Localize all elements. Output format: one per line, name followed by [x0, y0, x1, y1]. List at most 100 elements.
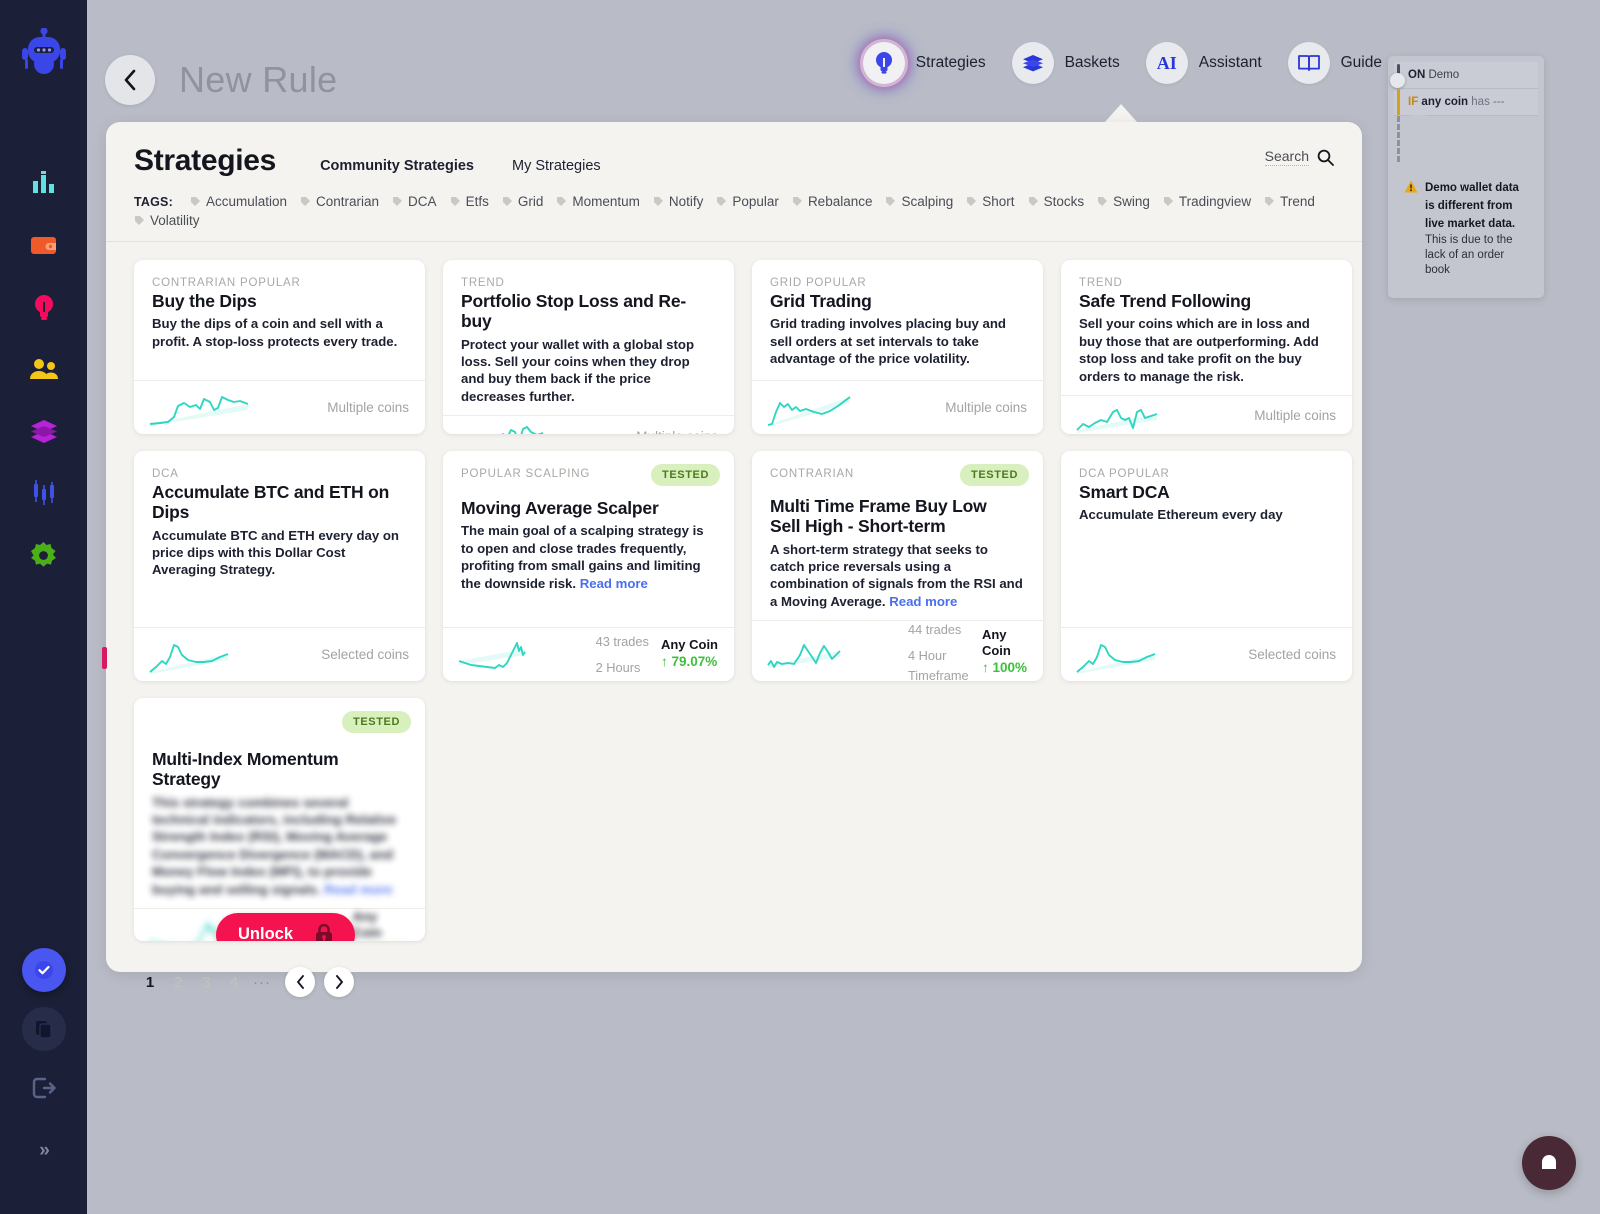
card-footer: Multiple coins — [1061, 394, 1352, 434]
lock-icon — [316, 924, 333, 941]
sidebar-item-settings[interactable] — [23, 534, 65, 576]
sidebar-item-chart-bars[interactable] — [23, 162, 65, 204]
search-button[interactable]: Search — [1264, 148, 1334, 166]
sidebar-bottom-nav: » — [0, 948, 87, 1214]
card-coin-name: Any Coin — [660, 636, 718, 652]
page-1[interactable]: 1 — [145, 973, 155, 991]
card-title: Buy the Dips — [152, 291, 257, 311]
card-coins-label: Multiple coins — [945, 400, 1027, 415]
card-stats: 44 trades 4 Hour Timeframe Any Coin ↑ 10… — [908, 620, 1027, 681]
topnav-item-guide[interactable]: Guide — [1287, 42, 1382, 84]
layers-icon — [30, 420, 57, 443]
left-sidebar: » — [0, 0, 87, 1214]
tag-accumulation[interactable]: Accumulation — [190, 194, 287, 209]
topnav-item-baskets[interactable]: Baskets — [1011, 42, 1120, 84]
sidebar-item-wallet[interactable] — [23, 224, 65, 266]
rule-row-on[interactable]: ON Demo — [1390, 62, 1538, 89]
card-title: Safe Trend Following — [1079, 291, 1251, 311]
tag-trend[interactable]: Trend — [1264, 194, 1315, 209]
rule-bar-dashed — [1397, 116, 1400, 162]
chat-bubble-icon — [1542, 1155, 1556, 1169]
strategies-panel: Strategies Community Strategies My Strat… — [102, 122, 1362, 997]
tag-swing[interactable]: Swing — [1097, 194, 1150, 209]
strategy-card[interactable]: DCA POPULAR Smart DCA Accumulate Ethereu… — [1061, 451, 1352, 681]
sidebar-item-community[interactable] — [23, 348, 65, 390]
sidebar-item-copy[interactable] — [21, 1007, 66, 1051]
sidebar-item-check[interactable] — [21, 948, 66, 992]
card-trades: 43 trades — [595, 633, 649, 649]
sidebar-item-ideas[interactable] — [23, 286, 65, 328]
strategy-card[interactable]: TESTED POPULAR SCALPING Moving Average S… — [443, 451, 734, 681]
card-body: TESTED CONTRARIAN Multi Time Frame Buy L… — [752, 451, 1043, 620]
card-title: Smart DCA — [1079, 482, 1170, 502]
tag-tradingview[interactable]: Tradingview — [1163, 194, 1251, 209]
tag-etfs[interactable]: Etfs — [450, 194, 489, 209]
tag-popular[interactable]: Popular — [716, 194, 779, 209]
tab-my-strategies[interactable]: My Strategies — [511, 158, 601, 174]
strategy-card[interactable]: TREND Portfolio Stop Loss and Re-buy Pro… — [443, 260, 734, 434]
strategy-card[interactable]: TESTED CONTRARIAN Multi Time Frame Buy L… — [752, 451, 1043, 681]
tag-icon — [653, 197, 663, 206]
rule-knob-icon[interactable] — [1390, 73, 1405, 88]
tag-dca[interactable]: DCA — [392, 194, 437, 209]
rule-prefix: IF — [1408, 96, 1419, 108]
sidebar-item-markets[interactable] — [23, 472, 65, 514]
strategy-card[interactable]: DCA Accumulate BTC and ETH on Dips Accum… — [134, 451, 425, 681]
tag-icon — [717, 197, 727, 206]
card-description: Buy the dips of a coin and sell with a p… — [152, 316, 398, 349]
tag-rebalance[interactable]: Rebalance — [792, 194, 872, 209]
card-coin-name: Any Coin — [352, 909, 382, 940]
topnav-item-strategies[interactable]: Strategies — [862, 42, 986, 84]
rule-empty-slot[interactable] — [1394, 115, 1538, 162]
tab-community-strategies[interactable]: Community Strategies — [320, 158, 474, 174]
ai-icon: AI — [1145, 42, 1188, 84]
tag-momentum[interactable]: Momentum — [556, 194, 640, 209]
chat-bubble-button[interactable] — [1522, 1136, 1576, 1190]
card-body: TREND Portfolio Stop Loss and Re-buy Pro… — [443, 260, 734, 415]
gear-icon — [31, 541, 56, 567]
sidebar-expand-icon[interactable]: » — [39, 1140, 49, 1161]
tag-notify[interactable]: Notify — [653, 194, 703, 209]
read-more-link[interactable]: Read more — [579, 575, 648, 591]
topnav-item-assistant[interactable]: AI Assistant — [1145, 42, 1262, 84]
card-tags: CONTRARIAN POPULAR — [152, 277, 301, 289]
card-body: TREND Safe Trend Following Sell your coi… — [1061, 260, 1352, 395]
card-tags: TREND — [461, 277, 505, 289]
tag-volatility[interactable]: Volatility — [134, 213, 200, 228]
strategy-card[interactable]: TREND Safe Trend Following Sell your coi… — [1061, 260, 1352, 434]
tag-icon — [1028, 197, 1038, 206]
prev-page-button[interactable] — [285, 967, 315, 997]
sidebar-item-logout[interactable] — [22, 1066, 66, 1110]
tag-short[interactable]: Short — [966, 194, 1015, 209]
unlock-button[interactable]: Unlock — [216, 912, 356, 941]
rule-bar — [1397, 89, 1400, 115]
sparkline-chart — [149, 395, 249, 426]
tag-contrarian[interactable]: Contrarian — [300, 194, 379, 209]
strategy-card[interactable]: CONTRARIAN POPULAR Buy the Dips Buy the … — [134, 260, 425, 434]
card-performance: ↑ 100% — [981, 660, 1027, 676]
tag-stocks[interactable]: Stocks — [1028, 194, 1084, 209]
rule-row-if[interactable]: IF any coin has --- — [1394, 89, 1538, 116]
card-timeframe: 4 Hour Timeframe — [907, 647, 969, 681]
strategy-card-locked[interactable]: TESTED Multi-Index Momentum Strategy Thi… — [134, 698, 425, 941]
next-page-button[interactable] — [324, 967, 354, 997]
page-2[interactable]: 2 — [173, 973, 183, 991]
unlock-overlay: Unlock — [134, 909, 425, 941]
top-bar: New Rule Strategies — [87, 0, 1600, 122]
strategy-cards-grid: CONTRARIAN POPULAR Buy the Dips Buy the … — [106, 242, 1362, 941]
read-more-link[interactable]: Read more — [889, 593, 958, 609]
tag-scalping[interactable]: Scalping — [885, 194, 953, 209]
panel-header: Strategies Community Strategies My Strat… — [106, 122, 1362, 178]
sidebar-item-baskets[interactable] — [23, 410, 65, 452]
card-coins-label: Multiple coins — [636, 429, 718, 434]
topnav-label-baskets: Baskets — [1064, 54, 1120, 71]
tag-grid[interactable]: Grid — [502, 194, 543, 209]
strategy-card[interactable]: GRID POPULAR Grid Trading Grid trading i… — [752, 260, 1043, 434]
page-3[interactable]: 3 — [201, 973, 211, 991]
card-footer: Multiple coins — [134, 380, 425, 434]
page-4[interactable]: 4 — [229, 973, 239, 991]
robot-logo-icon[interactable] — [21, 27, 67, 84]
back-button[interactable] — [105, 55, 155, 105]
card-tags: TREND — [1079, 277, 1123, 289]
card-description: Accumulate BTC and ETH every day on pric… — [152, 527, 399, 578]
